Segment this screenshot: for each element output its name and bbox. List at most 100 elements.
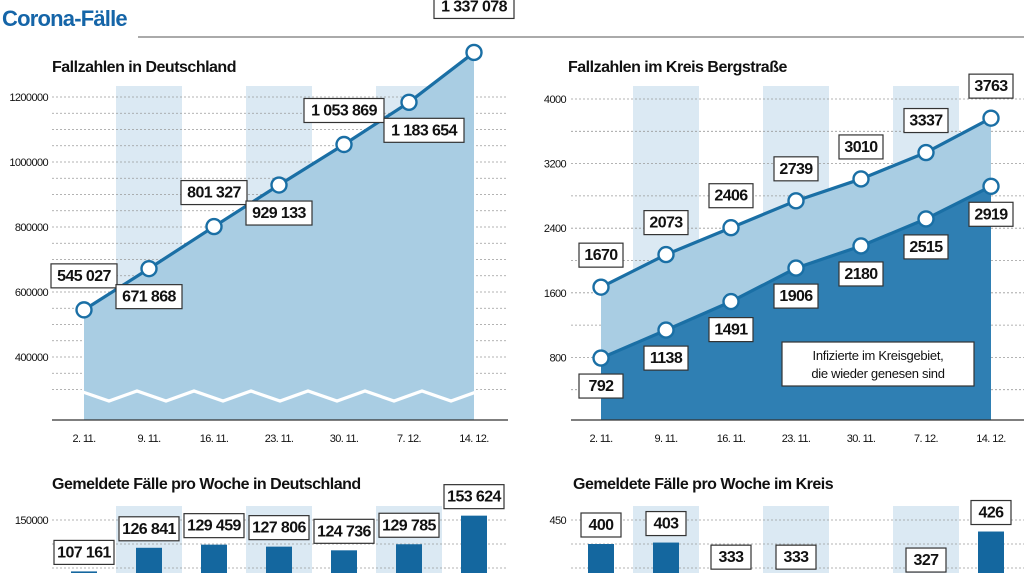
bar [588,544,614,578]
y-tick-label: 3200 [544,159,567,171]
data-label-total: 2406 [714,188,748,205]
data-point-total [592,278,610,296]
chart-weekly-kreis: Gemeldete Fälle pro Woche im Kreis 450 400… [549,476,1024,578]
y-tick-label: 450 [549,515,566,527]
y-tick-label: 1600 [544,288,567,300]
bar-label: 124 736 [317,523,371,540]
annotation-line1: Infizierte im Kreisgebiet, [813,348,944,363]
data-point-recovered [787,259,805,277]
bar-label: 129 459 [187,518,241,535]
bar-label-box [53,539,115,566]
chart-title: Gemeldete Fälle pro Woche im Kreis [573,476,834,493]
data-label-recovered: 2515 [909,239,943,256]
bar-label-box [443,484,505,510]
bar [136,547,162,578]
chart-title: Gemeldete Fälle pro Woche in Deutschland [52,476,361,493]
annotation-line2: die wieder genesen sind [811,366,944,381]
bar-label-box [970,499,1012,526]
data-point-recovered [722,292,740,311]
x-tick-label: 16. 11. [717,433,746,445]
data-label: 1 183 654 [391,122,457,139]
x-tick-label: 30. 11. [330,433,359,445]
data-label-total: 2073 [649,215,683,232]
data-point-total [787,192,805,210]
data-label-total: 2739 [779,161,813,178]
bar-label: 127 806 [252,520,306,537]
bar-label: 403 [654,516,680,533]
bar-label-box [710,544,752,570]
bar-label: 153 624 [447,489,501,506]
chart-de-cases: Fallzahlen in Deutschland 400000 600000 800… [9,0,566,445]
data-label-total: 3337 [909,113,943,130]
bar-label: 107 161 [57,544,111,561]
data-label-box [180,179,248,206]
bar-label: 400 [589,517,615,534]
bar-label: 126 841 [122,521,176,538]
x-tick-label: 9. 11. [137,433,161,445]
bar-label: 333 [719,549,745,566]
bar-label-box [248,515,310,541]
bar-label-box [580,512,622,538]
bar [331,550,357,578]
data-point-total [722,219,740,237]
bar-label-box [313,518,375,544]
data-label-total-box [838,134,884,160]
x-tick-label: 23. 11. [782,433,811,445]
data-label-box [383,117,465,143]
bar [201,544,227,578]
data-label-recovered: 1138 [650,350,683,367]
chart-weekly-de: Gemeldete Fälle pro Woche in Deutschland… [15,476,508,578]
data-label: 801 327 [187,185,241,202]
x-tick-label: 2. 11. [72,433,96,445]
data-label-box [433,0,515,20]
annotation-box [781,341,975,387]
bar-label-box [905,547,947,573]
bar [461,515,487,578]
data-point-total [917,143,935,162]
x-tick-label: 16. 11. [200,433,229,445]
data-label-recovered-box [708,317,754,343]
bar [266,546,292,578]
data-point [465,43,483,62]
data-label-total-box [903,107,949,134]
data-label-box [303,97,385,124]
data-label: 929 133 [252,205,306,222]
data-point [75,301,93,319]
data-label-recovered: 2919 [974,206,1008,223]
x-tick-label: 14. 12. [459,433,489,445]
bar-label: 426 [979,505,1005,522]
data-point-recovered [852,237,870,255]
bar-label-box [183,513,245,539]
data-label-total: 3010 [844,139,878,156]
page-title: Corona-Fälle [2,6,127,31]
y-tick-label: 800000 [15,222,49,234]
bar-label-box [775,544,817,570]
data-label-total-box [578,242,624,268]
bar [396,544,422,578]
data-point-recovered [982,177,1000,195]
data-label: 671 868 [122,289,176,306]
data-point-total [982,109,1000,127]
data-label: 1 337 078 [441,0,507,15]
data-label-recovered-box [578,373,624,399]
chart-title: Fallzahlen in Deutschland [52,59,236,76]
data-label-recovered-box [968,201,1014,227]
data-point-recovered [592,349,610,367]
data-label: 545 027 [57,268,111,285]
data-point [140,259,158,278]
axis-break [51,389,566,403]
y-tick-label: 800 [549,352,566,364]
series-area [84,52,474,421]
data-point [270,176,288,194]
data-label-total-box [968,73,1014,99]
data-label-recovered: 1491 [714,322,748,339]
bar [978,531,1004,578]
data-label-box [115,284,183,310]
data-point-recovered [917,210,935,228]
data-label-total: 1670 [584,247,618,264]
bar-label: 327 [914,552,940,569]
y-tick-label: 1000000 [9,157,48,169]
bar-label-box [378,512,440,538]
